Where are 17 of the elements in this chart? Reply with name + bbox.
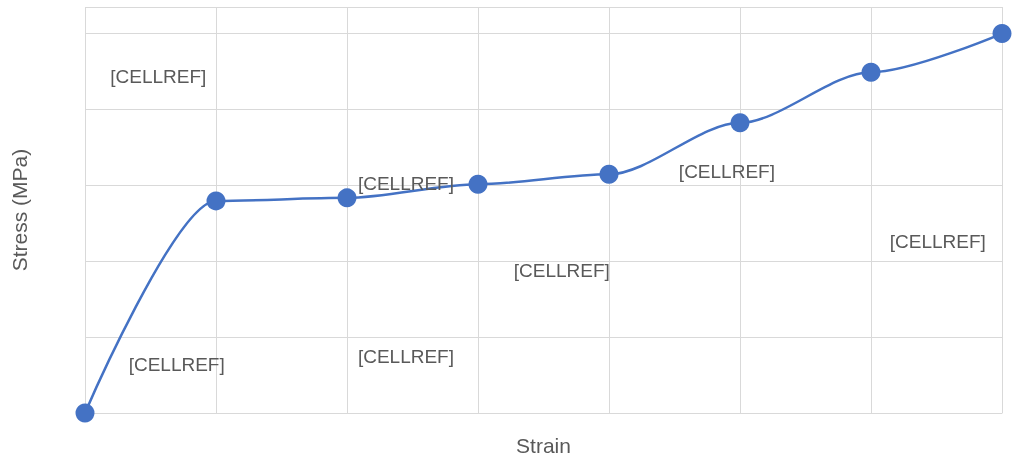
point <box>206 191 226 211</box>
annotation: [CELLREF] <box>128 354 225 376</box>
point <box>861 62 881 82</box>
annotation: [CELLREF] <box>513 259 610 281</box>
point <box>599 164 619 184</box>
annotation: [CELLREF] <box>889 230 986 252</box>
point <box>730 113 750 133</box>
point <box>75 403 95 423</box>
y-axis-title: Stress (MPa) <box>8 148 31 272</box>
point <box>337 188 357 208</box>
annotation: [CELLREF] <box>357 345 454 367</box>
annotation: [CELLREF] <box>110 66 207 88</box>
x-axis-title: Strain <box>516 434 571 457</box>
point <box>992 24 1012 44</box>
annotation: [CELLREF] <box>357 173 454 195</box>
annotation: [CELLREF] <box>678 160 775 182</box>
point <box>468 174 488 194</box>
